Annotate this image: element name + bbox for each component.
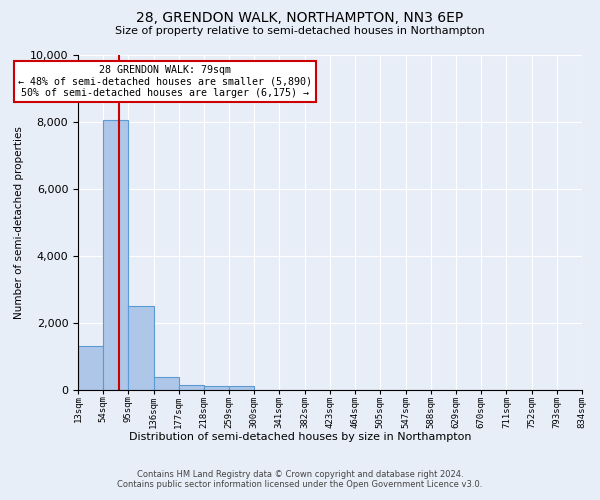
Text: 28 GRENDON WALK: 79sqm
← 48% of semi-detached houses are smaller (5,890)
50% of : 28 GRENDON WALK: 79sqm ← 48% of semi-det… (18, 65, 312, 98)
Bar (128, 306, 154, 390)
Text: Distribution of semi-detached houses by size in Northampton: Distribution of semi-detached houses by … (129, 432, 471, 442)
Bar (78, 346, 103, 390)
Text: 28, GRENDON WALK, NORTHAMPTON, NN3 6EP: 28, GRENDON WALK, NORTHAMPTON, NN3 6EP (136, 11, 464, 25)
Bar (103, 120, 128, 390)
Bar (229, 386, 254, 390)
Text: Size of property relative to semi-detached houses in Northampton: Size of property relative to semi-detach… (115, 26, 485, 36)
Bar (179, 385, 204, 390)
Text: Contains HM Land Registry data © Crown copyright and database right 2024.
Contai: Contains HM Land Registry data © Crown c… (118, 470, 482, 489)
Bar (154, 378, 179, 390)
Y-axis label: Number of semi-detached properties: Number of semi-detached properties (14, 126, 24, 319)
Bar (204, 386, 229, 390)
